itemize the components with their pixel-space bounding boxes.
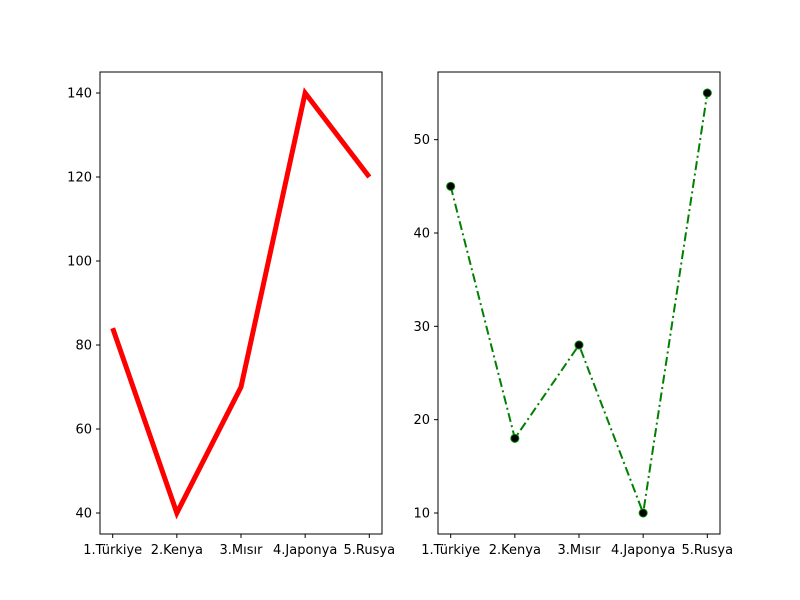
y-tick-label: 120 [67, 171, 92, 186]
y-tick-label: 140 [67, 87, 92, 102]
x-tick-label: 2.Kenya [151, 543, 203, 558]
x-tick-label: 1.Türkiye [421, 543, 480, 558]
y-tick-label: 20 [413, 413, 430, 428]
data-point [510, 433, 520, 443]
y-tick-label: 30 [413, 320, 430, 335]
x-tick-label: 4.Japonya [273, 543, 337, 558]
x-tick-label: 5.Rusya [344, 543, 396, 558]
y-tick-label: 60 [75, 423, 92, 438]
x-tick-label: 4.Japonya [611, 543, 675, 558]
y-tick-label: 50 [413, 133, 430, 148]
x-tick-label: 5.Rusya [682, 543, 734, 558]
x-tick-label: 1.Türkiye [83, 543, 142, 558]
series-line-0 [110, 87, 372, 520]
left-line-chart: 40 60 80 100 120 140 1.Türkiye 2.Kenya 3.Mısır 4.… [67, 71, 396, 558]
y-tick-label: 40 [413, 227, 430, 242]
y-tick-label: 80 [75, 339, 92, 354]
data-point [574, 340, 584, 350]
x-tick-label: 2.Kenya [489, 543, 541, 558]
data-point [702, 88, 712, 98]
right-line-chart: 10 20 30 40 50 1.Türkiye 2.Kenya 3.Mısır 4.Japon… [413, 71, 734, 558]
x-tick-label: 3.Mısır [558, 543, 602, 558]
y-tick-label: 10 [413, 507, 430, 522]
y-tick-label: 100 [67, 255, 92, 270]
x-tick-label: 3.Mısır [220, 543, 264, 558]
y-tick-label: 40 [75, 507, 92, 522]
data-point [638, 508, 648, 518]
data-point [446, 181, 456, 191]
